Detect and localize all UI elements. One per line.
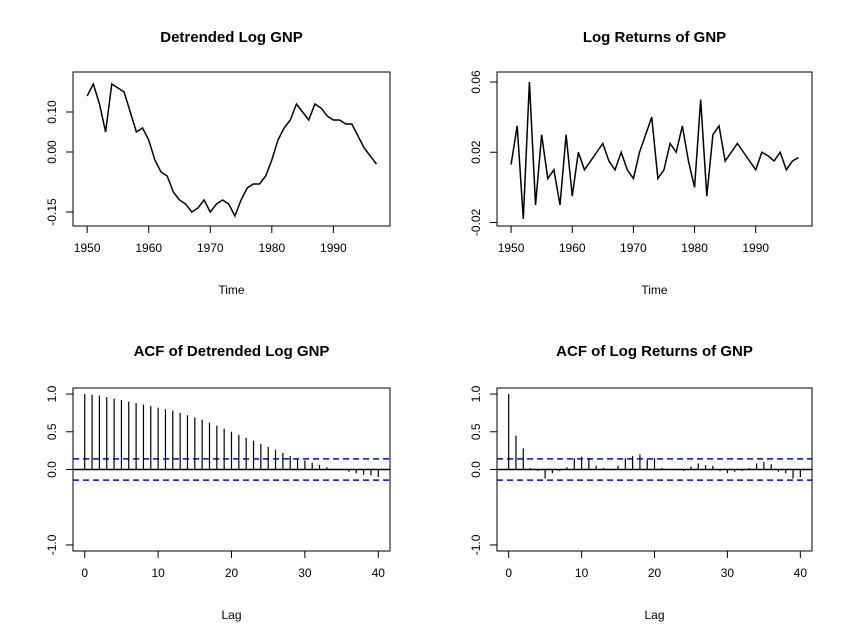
panel-title: Detrended Log GNP	[160, 29, 303, 46]
y-tick-label: -0.02	[469, 208, 483, 236]
y-tick-label: 0.0	[45, 461, 59, 478]
x-axis-label: Lag	[221, 608, 241, 622]
x-tick-label: 30	[721, 566, 735, 580]
x-tick-label: 10	[151, 566, 165, 580]
x-tick-label: 1960	[559, 241, 586, 255]
y-tick-label: 0.02	[469, 140, 483, 164]
x-tick-label: 1960	[135, 241, 162, 255]
y-tick-label: -1.0	[469, 534, 483, 555]
plot-frame	[72, 71, 391, 227]
y-tick-label: 0.5	[469, 423, 483, 440]
x-axis-label: Time	[641, 283, 668, 297]
x-tick-label: 1950	[74, 241, 101, 255]
y-tick-label: 0.00	[45, 140, 59, 164]
x-tick-label: 1980	[258, 241, 285, 255]
x-tick-label: 10	[575, 566, 589, 580]
x-tick-label: 40	[794, 566, 808, 580]
plot-frame	[496, 71, 813, 227]
x-tick-label: 0	[505, 566, 512, 580]
y-tick-label: 1.0	[469, 385, 483, 402]
x-tick-label: 1970	[620, 241, 647, 255]
x-axis-label: Time	[218, 283, 245, 297]
y-tick-label: 0.5	[45, 423, 59, 440]
x-tick-label: 20	[225, 566, 239, 580]
x-tick-label: 1990	[320, 241, 347, 255]
series-line	[510, 81, 799, 220]
panel-title: ACF of Log Returns of GNP	[556, 343, 753, 360]
y-tick-label: -0.15	[45, 198, 59, 226]
x-tick-label: 1950	[498, 241, 525, 255]
x-tick-label: 1980	[681, 241, 708, 255]
y-tick-label: 1.0	[45, 385, 59, 402]
x-tick-label: 0	[81, 566, 88, 580]
y-tick-label: 0.0	[469, 461, 483, 478]
y-tick-label: -1.0	[45, 534, 59, 555]
y-tick-label: 0.06	[469, 70, 483, 94]
y-tick-label: 0.10	[45, 100, 59, 124]
series-line	[86, 82, 378, 218]
panel-title: ACF of Detrended Log GNP	[134, 343, 330, 360]
x-tick-label: 1970	[197, 241, 224, 255]
panel-title: Log Returns of GNP	[583, 29, 726, 46]
x-tick-label: 20	[648, 566, 662, 580]
x-axis-label: Lag	[644, 608, 664, 622]
x-tick-label: 40	[372, 566, 386, 580]
x-tick-label: 1990	[742, 241, 769, 255]
x-tick-label: 30	[298, 566, 312, 580]
